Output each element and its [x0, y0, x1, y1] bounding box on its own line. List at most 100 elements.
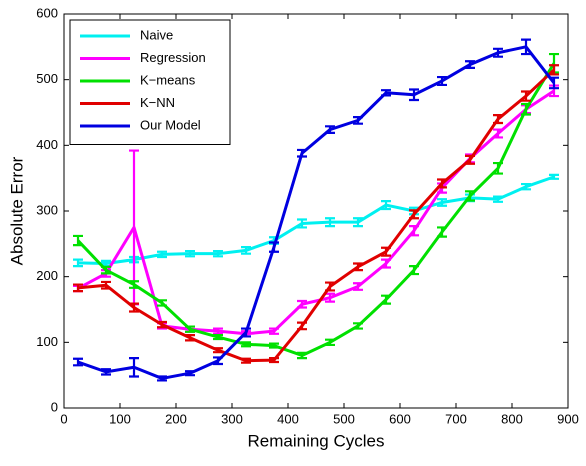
y-tick-label: 300 — [36, 202, 58, 217]
error-bar — [269, 356, 279, 364]
error-bar — [297, 299, 307, 309]
error-bar — [437, 75, 447, 87]
error-bar — [353, 322, 363, 330]
x-tick-label: 0 — [60, 411, 67, 426]
error-bar — [213, 347, 223, 354]
error-bar — [73, 357, 83, 367]
error-bar — [241, 357, 251, 364]
x-tick-label: 100 — [109, 411, 131, 426]
error-bar — [549, 64, 559, 76]
error-bar — [73, 234, 83, 247]
legend-label: Our Model — [140, 117, 201, 132]
error-bar — [157, 375, 167, 382]
error-bar — [297, 351, 307, 360]
error-bar — [269, 241, 279, 253]
error-bar — [213, 249, 223, 258]
error-bar — [101, 265, 111, 275]
y-axis-label: Absolute Error — [7, 156, 26, 265]
error-bar — [129, 280, 139, 289]
error-bar — [129, 302, 139, 313]
error-bar — [437, 178, 447, 189]
error-bar — [381, 258, 391, 269]
x-tick-label: 400 — [277, 411, 299, 426]
error-bar — [73, 258, 83, 268]
error-bar — [409, 265, 419, 276]
error-bar — [381, 246, 391, 257]
error-bar — [213, 334, 223, 341]
error-bar — [101, 280, 111, 290]
error-bar — [185, 249, 195, 258]
error-bar — [269, 327, 279, 335]
error-bar — [269, 342, 279, 349]
error-bar — [521, 182, 531, 191]
error-bar — [325, 338, 335, 347]
error-bar — [297, 148, 307, 158]
error-bar — [353, 282, 363, 291]
y-tick-label: 600 — [36, 5, 58, 20]
error-bar — [409, 88, 419, 102]
error-bar — [381, 294, 391, 305]
error-bar — [521, 90, 531, 102]
x-axis-label: Remaining Cycles — [248, 431, 385, 450]
x-tick-label: 300 — [221, 411, 243, 426]
error-bar — [297, 321, 307, 331]
error-bar — [185, 334, 195, 342]
legend-label: K−means — [140, 72, 196, 87]
axes-box — [63, 13, 569, 409]
error-bar — [129, 356, 139, 378]
error-bar — [213, 356, 223, 366]
error-bar — [465, 60, 475, 69]
error-bar — [521, 38, 531, 56]
x-tick-label: 500 — [333, 411, 355, 426]
error-bar — [241, 341, 251, 348]
legend-label: Naive — [140, 27, 173, 42]
error-bar — [73, 283, 83, 293]
error-bar — [437, 198, 447, 207]
error-bar — [465, 154, 475, 165]
x-tick-label: 900 — [557, 411, 579, 426]
x-tick-label: 600 — [389, 411, 411, 426]
error-bar — [493, 128, 503, 139]
error-bar — [157, 299, 167, 307]
error-bar — [353, 262, 363, 272]
error-bar — [241, 327, 251, 338]
error-bar — [549, 173, 559, 180]
error-bar — [381, 89, 391, 97]
error-bar — [101, 368, 111, 376]
error-bar — [325, 125, 335, 134]
error-bar — [185, 325, 195, 333]
y-tick-label: 400 — [36, 137, 58, 152]
error-bar — [493, 114, 503, 125]
error-bar — [325, 217, 335, 228]
x-tick-label: 800 — [501, 411, 523, 426]
legend-label: Regression — [140, 50, 206, 65]
y-tick-label: 200 — [36, 268, 58, 283]
error-bar — [241, 246, 251, 255]
error-bar — [493, 161, 503, 175]
error-bar — [465, 190, 475, 202]
y-tick-label: 0 — [51, 399, 58, 414]
error-bar — [381, 200, 391, 211]
error-bar — [437, 226, 447, 238]
error-bar — [493, 195, 503, 203]
error-bar — [185, 370, 195, 377]
y-tick-label: 100 — [36, 334, 58, 349]
error-bar — [297, 218, 307, 229]
error-bar — [157, 320, 167, 329]
error-bar — [409, 209, 419, 220]
error-bar — [353, 217, 363, 228]
x-tick-label: 700 — [445, 411, 467, 426]
error-bar — [353, 115, 363, 125]
error-bar — [493, 47, 503, 58]
error-bar — [213, 327, 223, 335]
error-bar — [325, 281, 335, 292]
error-bar — [409, 225, 419, 237]
x-tick-label: 200 — [165, 411, 187, 426]
error-bar — [521, 102, 531, 116]
error-bar — [157, 250, 167, 259]
series-line — [77, 175, 555, 266]
legend-label: K−NN — [140, 95, 175, 110]
error-bar — [549, 76, 559, 90]
y-tick-label: 500 — [36, 71, 58, 86]
